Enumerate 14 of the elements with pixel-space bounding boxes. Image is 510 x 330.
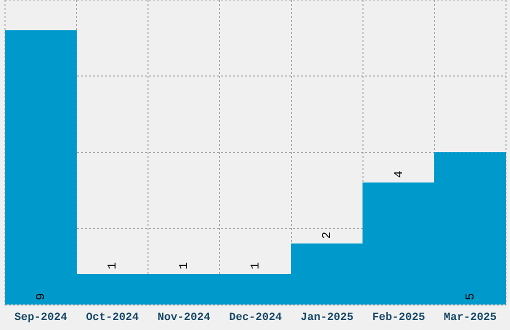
data-label: 2 <box>320 232 334 239</box>
x-tick-label: Nov-2024 <box>158 312 211 324</box>
data-label: 1 <box>248 262 263 270</box>
x-tick-label: Mar-2025 <box>444 312 498 324</box>
x-tick-label: Dec-2024 <box>229 312 282 324</box>
data-label: 1 <box>106 262 120 270</box>
x-tick-label: Jan-2025 <box>300 312 354 324</box>
data-label: 1 <box>177 262 192 270</box>
data-label: 5 <box>463 293 478 300</box>
x-tick-label: Oct-2024 <box>86 312 140 324</box>
data-label: 9 <box>34 293 48 300</box>
data-label: 4 <box>392 170 406 178</box>
x-tick-label: Feb-2025 <box>372 312 426 324</box>
x-tick-label: Sep-2024 <box>14 312 68 324</box>
